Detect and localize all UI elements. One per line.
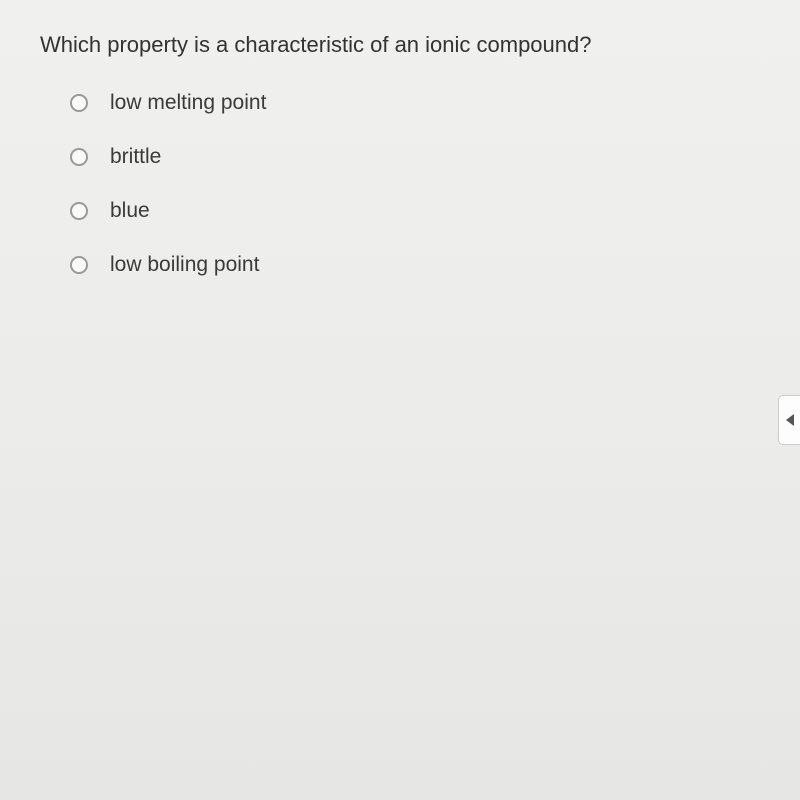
radio-icon[interactable] xyxy=(70,202,88,220)
option-label: brittle xyxy=(110,145,161,169)
option-item-3[interactable]: low boiling point xyxy=(70,253,760,277)
radio-icon[interactable] xyxy=(70,256,88,274)
question-text: Which property is a characteristic of an… xyxy=(40,30,760,61)
option-label: low boiling point xyxy=(110,253,259,277)
option-item-1[interactable]: brittle xyxy=(70,145,760,169)
option-label: blue xyxy=(110,199,150,223)
options-list: low melting point brittle blue low boili… xyxy=(40,91,760,277)
option-item-0[interactable]: low melting point xyxy=(70,91,760,115)
quiz-container: Which property is a characteristic of an… xyxy=(0,0,800,337)
option-label: low melting point xyxy=(110,91,266,115)
option-item-2[interactable]: blue xyxy=(70,199,760,223)
nav-prev-button[interactable] xyxy=(778,395,800,445)
arrow-left-icon xyxy=(786,414,794,426)
radio-icon[interactable] xyxy=(70,94,88,112)
radio-icon[interactable] xyxy=(70,148,88,166)
